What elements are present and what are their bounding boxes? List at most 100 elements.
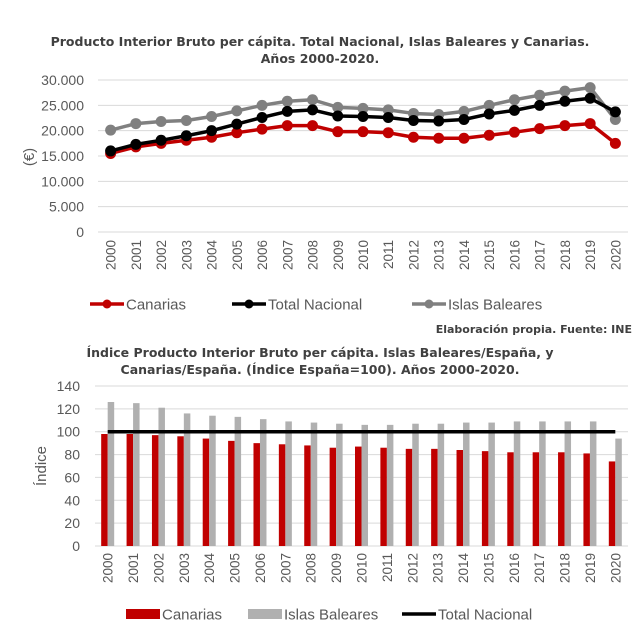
data-point <box>407 115 419 127</box>
bar <box>209 415 216 546</box>
line-chart-title-line2: Años 2000-2020. <box>260 51 380 66</box>
data-point <box>508 94 520 106</box>
x-tick-label: 2003 <box>177 553 192 583</box>
bar <box>463 422 470 546</box>
x-tick-label: 2003 <box>179 240 194 270</box>
bar <box>304 445 311 546</box>
data-point <box>559 120 571 132</box>
data-point <box>256 111 268 123</box>
data-point <box>609 137 621 149</box>
source-note: Elaboración propia. Fuente: INE <box>435 323 632 336</box>
data-point <box>534 99 546 111</box>
data-point <box>332 110 344 122</box>
y-tick-label: 10.000 <box>41 173 84 189</box>
data-point <box>155 134 167 146</box>
bar <box>380 447 387 546</box>
x-tick-label: 2016 <box>507 240 522 270</box>
y-tick-label: 20.000 <box>41 123 84 139</box>
bar <box>133 403 140 546</box>
bar <box>158 407 165 546</box>
line-chart-title-line1: Producto Interior Bruto per cápita. Tota… <box>50 34 590 49</box>
x-tick-label: 2001 <box>129 240 144 270</box>
bar-chart-legend: Canarias Islas Baleares Total Nacional <box>126 607 532 624</box>
x-tick-label: 2008 <box>306 240 321 270</box>
bar <box>228 440 235 546</box>
data-point <box>281 95 293 107</box>
x-tick-label: 2006 <box>253 553 268 583</box>
series-canarias <box>105 118 621 159</box>
data-point <box>206 110 218 122</box>
bar <box>361 424 368 546</box>
data-point <box>407 131 419 143</box>
bar <box>608 461 616 546</box>
x-tick-label: 2019 <box>583 553 598 583</box>
x-tick-label: 2012 <box>405 553 420 583</box>
line-chart-title: Producto Interior Bruto per cápita. Tota… <box>0 33 640 67</box>
data-point <box>508 104 520 116</box>
data-point <box>180 130 192 142</box>
y-tick-label: 100 <box>57 424 81 440</box>
y-tick-label: 5.000 <box>49 199 84 215</box>
data-point <box>231 118 243 130</box>
data-point <box>433 132 445 144</box>
data-point <box>332 126 344 138</box>
bar <box>513 421 521 546</box>
bar <box>329 447 337 546</box>
y-tick-label: 60 <box>64 469 80 485</box>
data-point <box>307 104 319 116</box>
data-point <box>483 99 495 111</box>
x-tick-label: 2018 <box>558 240 573 270</box>
data-point <box>332 101 344 113</box>
bar <box>151 435 159 546</box>
x-tick-label: 2016 <box>507 553 522 583</box>
bar-chart-title-line2: Canarias/España. (Índice España=100). Añ… <box>120 362 520 377</box>
data-point <box>584 92 596 104</box>
bar-chart-bars <box>101 402 622 546</box>
bar-chart-title-line1: Índice Producto Interior Bruto per cápit… <box>86 345 554 360</box>
data-point <box>382 111 394 123</box>
data-point <box>256 123 268 135</box>
y-tick-label: 40 <box>64 492 80 508</box>
x-tick-label: 2015 <box>481 553 496 583</box>
data-point <box>180 115 192 127</box>
x-tick-label: 2011 <box>380 553 395 582</box>
legend-label: Total Nacional <box>268 297 362 314</box>
x-tick-label: 2007 <box>280 240 295 270</box>
x-tick-label: 2005 <box>228 553 243 583</box>
legend-marker-icon <box>424 299 434 309</box>
x-tick-label: 2000 <box>104 240 119 270</box>
data-point <box>382 104 394 116</box>
data-point <box>105 124 117 136</box>
data-point <box>609 106 621 118</box>
bar <box>177 436 184 546</box>
legend-item-islas-baleares: Islas Baleares <box>412 297 542 314</box>
data-point <box>382 127 394 139</box>
bar-chart-y-label: Índice <box>33 446 50 486</box>
x-tick-label: 2010 <box>355 553 370 583</box>
data-point <box>130 118 142 130</box>
bar <box>558 452 565 546</box>
bar <box>532 452 540 546</box>
bar <box>101 434 108 546</box>
bar <box>456 450 464 546</box>
data-point <box>357 126 369 138</box>
y-tick-label: 20 <box>64 515 80 531</box>
data-point <box>357 110 369 122</box>
series-islas-baleares <box>107 402 622 546</box>
line-chart-series <box>105 82 621 159</box>
x-tick-label: 2001 <box>126 553 141 583</box>
x-tick-label: 2017 <box>532 553 547 583</box>
bar <box>355 446 362 546</box>
data-point <box>281 120 293 132</box>
bar <box>405 448 413 546</box>
x-tick-label: 2013 <box>432 240 447 270</box>
legend-marker-icon <box>102 299 112 309</box>
bar <box>285 421 292 546</box>
data-point <box>534 123 546 135</box>
bar <box>431 448 438 546</box>
x-tick-label: 2009 <box>331 240 346 270</box>
data-point <box>281 105 293 117</box>
line-chart-y-ticks: 0 5.000 10.000 15.000 20.000 25.000 30.000 <box>41 72 84 240</box>
x-tick-label: 2008 <box>304 553 319 583</box>
